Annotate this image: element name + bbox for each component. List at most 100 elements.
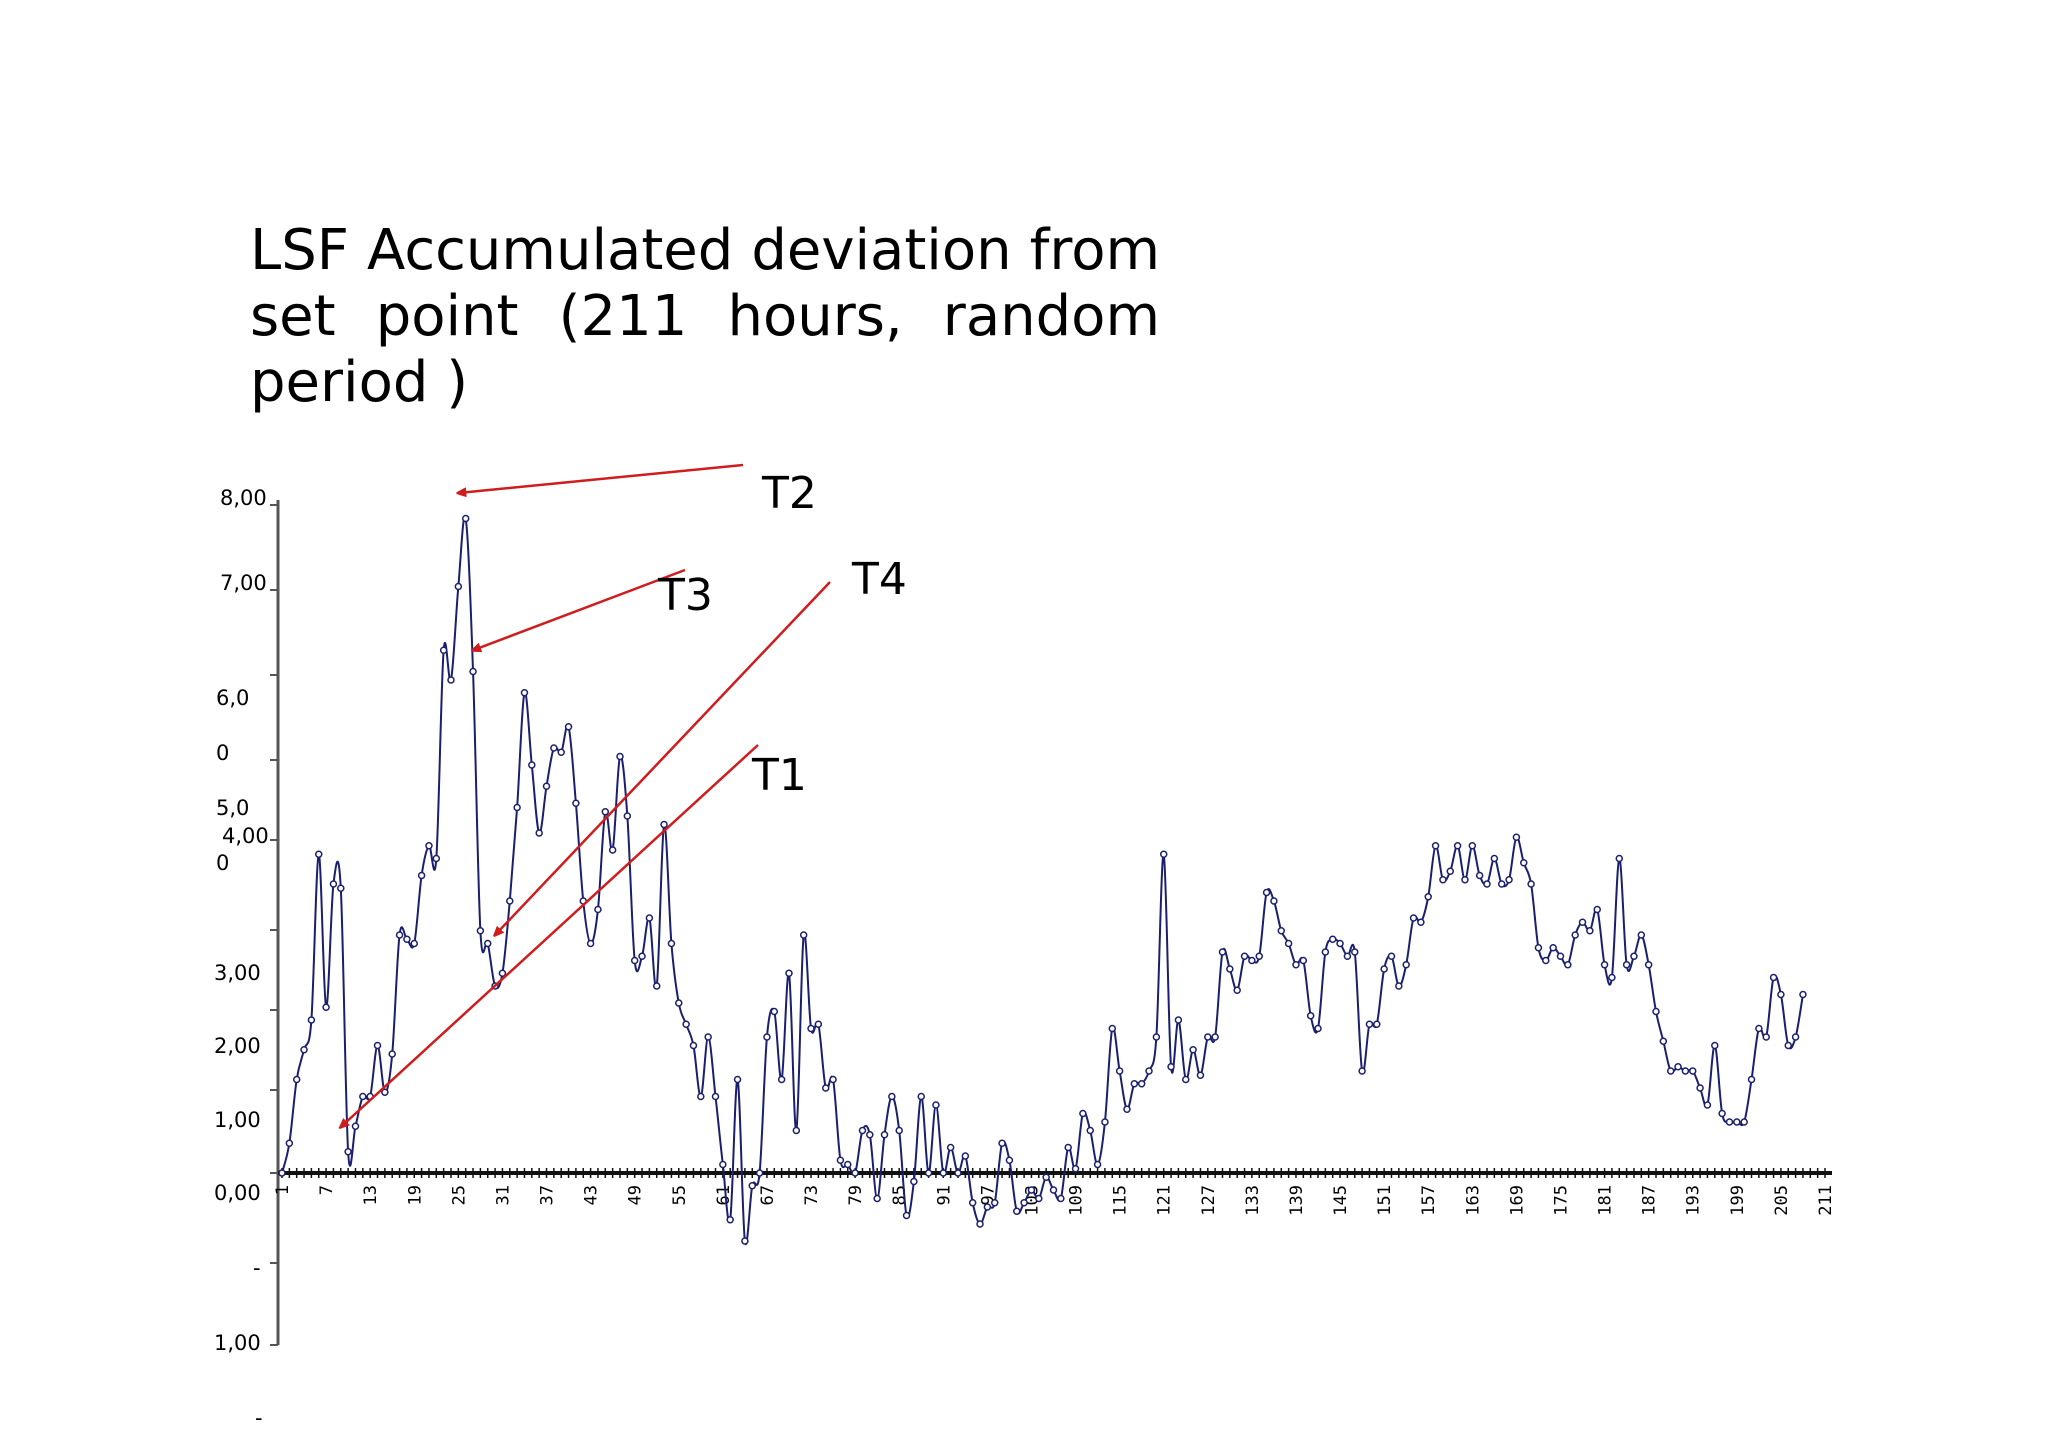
y-tick-label: - xyxy=(253,1256,261,1280)
x-axis-ticks: 1 7 13 19 25 31 37 43 49 55 61 67 73 79 85 91 97 103 109 11… xyxy=(273,1185,1836,1216)
y-tick-label: 1,00 xyxy=(214,1331,261,1355)
data-point xyxy=(1020,1199,1028,1207)
data-point xyxy=(1233,986,1241,994)
data-point xyxy=(1321,948,1330,956)
data-point xyxy=(1615,854,1624,863)
x-tick-label: 103 xyxy=(1022,1185,1042,1216)
data-point xyxy=(1519,859,1528,867)
data-point xyxy=(1035,1194,1043,1203)
data-point xyxy=(1057,1194,1065,1203)
data-point xyxy=(1086,1126,1094,1135)
annotation-arrow xyxy=(473,568,686,650)
data-point xyxy=(1791,1033,1800,1041)
data-point xyxy=(601,808,610,816)
data-point xyxy=(1351,948,1359,956)
x-tick-label: 7 xyxy=(317,1185,337,1195)
data-point xyxy=(667,939,676,948)
data-point xyxy=(1497,880,1506,888)
y-tick-label: 0,00 xyxy=(214,1181,261,1205)
x-tick-label: 211 xyxy=(1816,1185,1836,1216)
data-point xyxy=(1468,842,1477,850)
data-point xyxy=(1608,973,1616,982)
data-point xyxy=(1600,961,1609,969)
x-tick-label: 157 xyxy=(1419,1185,1439,1216)
data-point xyxy=(359,1092,367,1101)
data-point xyxy=(337,884,345,892)
data-point xyxy=(1637,931,1646,939)
x-tick-label: 43 xyxy=(582,1185,602,1205)
data-point xyxy=(888,1092,896,1101)
data-point xyxy=(1395,982,1403,990)
data-point xyxy=(675,999,683,1007)
data-point xyxy=(520,689,529,697)
series-line xyxy=(281,515,1804,1246)
data-point xyxy=(550,744,558,752)
data-point xyxy=(902,1211,911,1220)
x-tick-label: 199 xyxy=(1728,1185,1748,1216)
y-tick-label: 3,00 xyxy=(214,961,261,985)
data-point xyxy=(719,1160,727,1169)
data-point xyxy=(1373,1020,1381,1028)
y-axis-ticks: 8,00 7,00 6,0 0 5,0 4,00 0 3,00 2,00 1,00 0,00 - 1,0… xyxy=(214,486,278,1430)
data-point xyxy=(1049,1186,1058,1194)
data-point xyxy=(697,1092,705,1101)
x-tick-label: 187 xyxy=(1640,1185,1660,1216)
x-tick-label: 133 xyxy=(1243,1185,1263,1216)
annotation-group: T1 T2 T3 T4 xyxy=(341,463,907,1127)
data-point xyxy=(513,803,521,812)
data-point xyxy=(1747,1075,1756,1084)
data-point xyxy=(1365,1020,1374,1028)
data-point xyxy=(1343,952,1352,960)
data-point xyxy=(623,812,632,820)
data-point xyxy=(814,1020,823,1028)
data-point xyxy=(1328,935,1337,943)
data-point xyxy=(535,829,543,837)
data-point xyxy=(711,1092,720,1101)
data-point xyxy=(726,1216,734,1224)
data-point xyxy=(1093,1160,1102,1169)
data-point xyxy=(1248,956,1256,965)
data-point xyxy=(373,1041,382,1050)
data-point xyxy=(1512,833,1521,841)
data-point xyxy=(1262,888,1271,897)
data-point xyxy=(1711,1041,1719,1050)
y-tick-label: 0 xyxy=(216,741,229,765)
data-point xyxy=(388,1050,396,1058)
x-tick-label: 13 xyxy=(361,1185,381,1205)
x-tick-label: 181 xyxy=(1596,1185,1616,1216)
data-point xyxy=(1064,1143,1072,1152)
y-tick-label: - xyxy=(255,1406,263,1430)
data-point xyxy=(1240,952,1249,960)
data-point xyxy=(542,782,551,790)
data-point xyxy=(645,914,654,922)
data-point xyxy=(821,1084,830,1092)
annotation-arrow xyxy=(458,463,744,493)
data-point xyxy=(1027,1186,1036,1194)
data-point xyxy=(1159,850,1168,858)
data-point xyxy=(1358,1067,1366,1075)
data-point xyxy=(1534,944,1543,952)
data-point xyxy=(799,931,808,939)
data-point xyxy=(1799,990,1807,999)
data-point xyxy=(1733,1118,1741,1126)
data-point xyxy=(425,842,433,850)
data-point xyxy=(895,1126,903,1135)
data-point xyxy=(506,897,514,905)
data-point xyxy=(616,752,624,761)
data-point xyxy=(939,1169,948,1177)
data-point xyxy=(976,1220,984,1228)
data-point xyxy=(1483,880,1491,888)
data-point xyxy=(954,1169,962,1177)
data-point xyxy=(1571,931,1579,939)
data-point xyxy=(1196,1071,1205,1079)
data-point xyxy=(1564,961,1572,969)
data-point xyxy=(755,1169,764,1177)
data-point xyxy=(1696,1084,1704,1092)
y-tick-label: 0 xyxy=(216,851,229,875)
data-point xyxy=(1549,944,1557,952)
data-point xyxy=(1123,1105,1131,1113)
data-point xyxy=(1505,876,1513,884)
data-point xyxy=(1586,927,1594,935)
x-tick-label: 49 xyxy=(626,1185,646,1205)
data-point xyxy=(1115,1067,1124,1075)
